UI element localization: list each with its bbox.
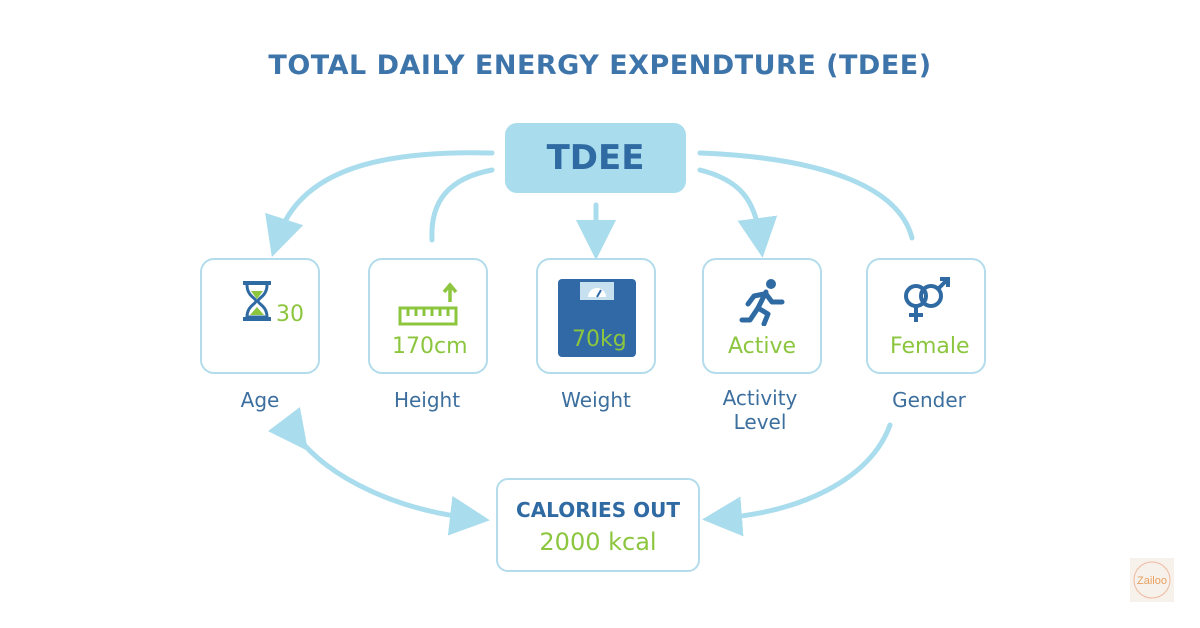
height-label: Height [393,388,461,412]
tdee-box: TDEE [505,123,686,193]
activity-value: Active [728,334,797,359]
running-person-icon [739,279,785,326]
calories-out-value: 2000 kcal [539,528,657,556]
arrow-gender-calories [702,422,893,537]
activity-card: Active [702,258,822,374]
activity-label: Activity Level [680,386,840,434]
gender-card: Female [866,258,986,374]
svg-text:Zailoo: Zailoo [1137,575,1167,587]
age-label: Age [240,388,280,412]
weight-card: 70kg [536,258,656,374]
arrow-to-age [265,150,495,258]
gender-label: Gender [892,388,966,412]
calories-out-box: CALORIES OUT 2000 kcal [496,478,700,572]
activity-label-line1: Activity [722,386,798,410]
ruler-icon [398,282,458,326]
gender-value: Female [890,334,970,359]
height-value: 170cm [392,334,468,359]
zailoo-logo: Zailoo [1130,558,1174,602]
scale-icon: 70kg [558,279,636,357]
height-card: 170cm [368,258,488,374]
calories-out-label: CALORIES OUT [516,498,680,522]
arrow-height [429,167,495,243]
weight-label: Weight [561,388,631,412]
weight-value: 70kg [572,327,627,352]
gender-icon [904,277,950,322]
page-title: TOTAL DAILY ENERGY EXPENDTURE (TDEE) [268,50,932,81]
age-value: 30 [276,302,304,327]
age-card: 30 [200,258,320,374]
arrow-gender [697,150,915,241]
hourglass-icon [243,281,271,321]
activity-label-line2: Level [733,410,787,434]
arrow-age-calories [267,406,490,536]
arrow-to-activity [697,167,778,258]
